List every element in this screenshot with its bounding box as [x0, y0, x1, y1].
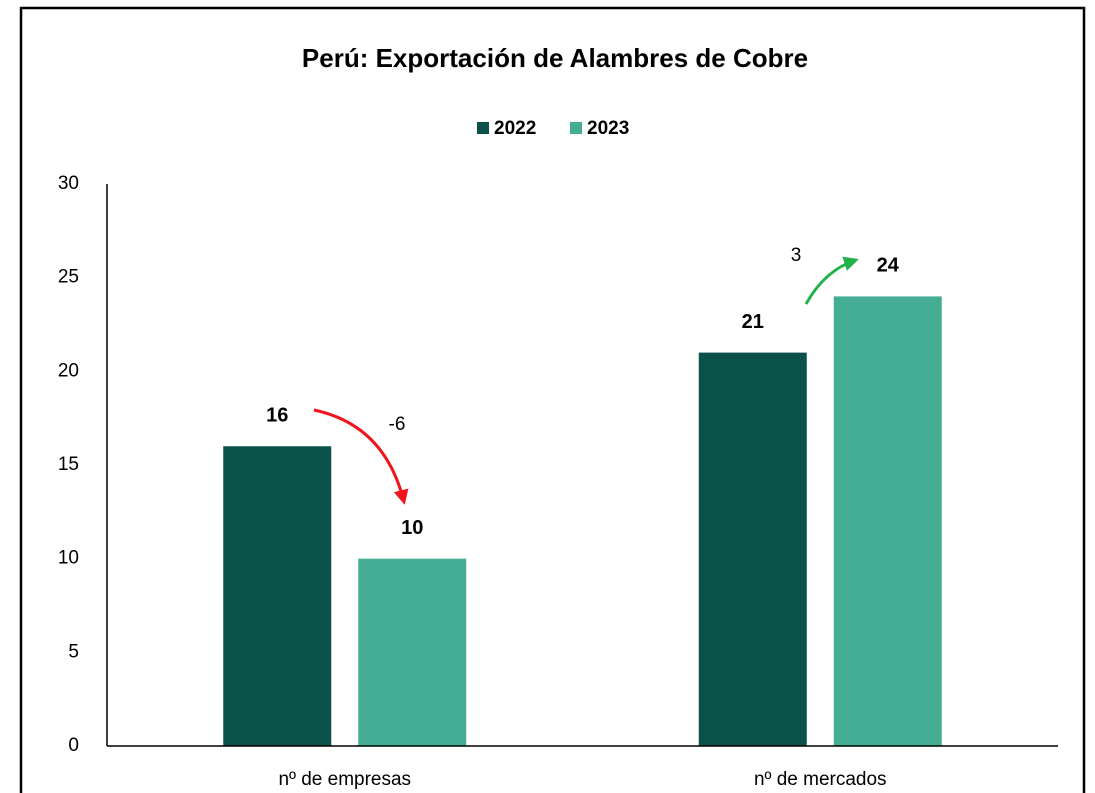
bar — [358, 558, 467, 746]
bar — [223, 446, 332, 746]
x-tick-label: nº de empresas — [278, 769, 411, 790]
annotation: 3 — [791, 245, 802, 266]
legend-swatch — [477, 122, 489, 134]
bar — [698, 352, 807, 746]
legend-label: 2022 — [494, 118, 536, 139]
decrease-arrow — [313, 408, 409, 505]
data-label: 21 — [742, 311, 764, 333]
data-label: 16 — [266, 405, 288, 427]
increase-arrow — [804, 256, 859, 305]
y-tick-label: 10 — [58, 548, 79, 569]
bar — [833, 296, 942, 746]
data-label: 10 — [401, 517, 423, 539]
y-tick-label: 5 — [68, 641, 79, 662]
annotation: -6 — [389, 414, 406, 435]
x-tick-label: nº de mercados — [754, 769, 887, 790]
y-tick-label: 25 — [58, 267, 79, 288]
chart-title: Perú: Exportación de Alambres de Cobre — [302, 43, 808, 73]
legend-swatch — [570, 122, 582, 134]
data-label: 24 — [877, 255, 900, 277]
y-tick-label: 0 — [68, 735, 79, 756]
y-tick-label: 30 — [58, 173, 79, 194]
y-tick-label: 20 — [58, 360, 79, 381]
y-tick-label: 15 — [58, 454, 79, 475]
legend-label: 2023 — [587, 118, 629, 139]
